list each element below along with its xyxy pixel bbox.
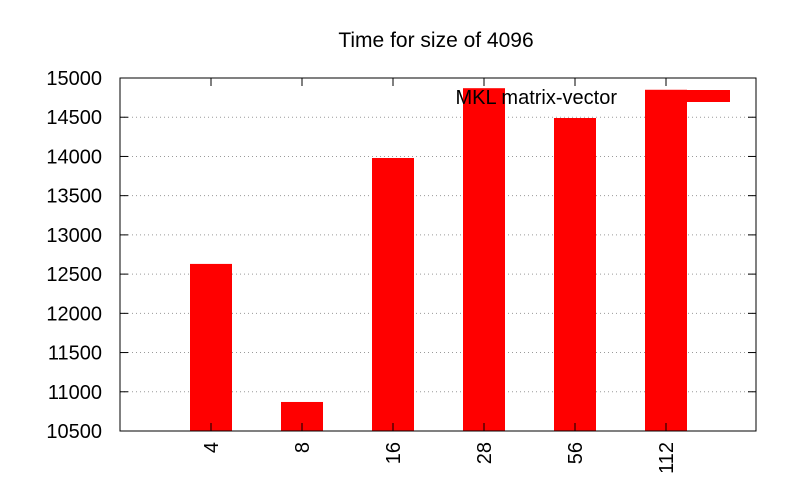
y-tick-label: 13500 xyxy=(46,186,102,208)
bar xyxy=(190,263,232,431)
y-tick-label: 10500 xyxy=(46,421,102,443)
legend-label: MKL matrix-vector xyxy=(455,87,617,109)
bars xyxy=(190,88,687,432)
legend: MKL matrix-vector xyxy=(455,87,730,109)
y-tick-label: 14500 xyxy=(46,107,102,129)
y-tick-label: 15000 xyxy=(46,68,102,90)
legend-swatch xyxy=(687,90,730,102)
y-tick-label: 11500 xyxy=(48,343,102,365)
y-tick-label: 14000 xyxy=(46,146,102,168)
x-tick-label: 8 xyxy=(292,442,314,453)
y-tick-label: 11000 xyxy=(48,382,102,404)
x-tick-label: 112 xyxy=(656,442,678,474)
y-tick-label: 12500 xyxy=(46,264,102,286)
plot-frame xyxy=(119,77,757,432)
x-tick-label: 16 xyxy=(383,442,405,464)
y-tick-label: 12000 xyxy=(46,303,102,325)
x-tick-label: 28 xyxy=(474,442,496,464)
x-axis-ticks: 4 8 16 28 56 112 xyxy=(201,78,678,474)
bar xyxy=(372,158,414,431)
bar xyxy=(463,88,505,431)
x-tick-label: 56 xyxy=(565,442,587,464)
bar xyxy=(645,89,687,432)
y-axis-ticks: 10500 11000 11500 12000 12500 13000 13500 14000… xyxy=(46,68,756,443)
bar xyxy=(554,118,596,432)
chart-title: Time for size of 4096 xyxy=(338,29,533,52)
x-tick-label: 4 xyxy=(201,442,223,453)
y-tick-label: 13000 xyxy=(46,225,102,247)
